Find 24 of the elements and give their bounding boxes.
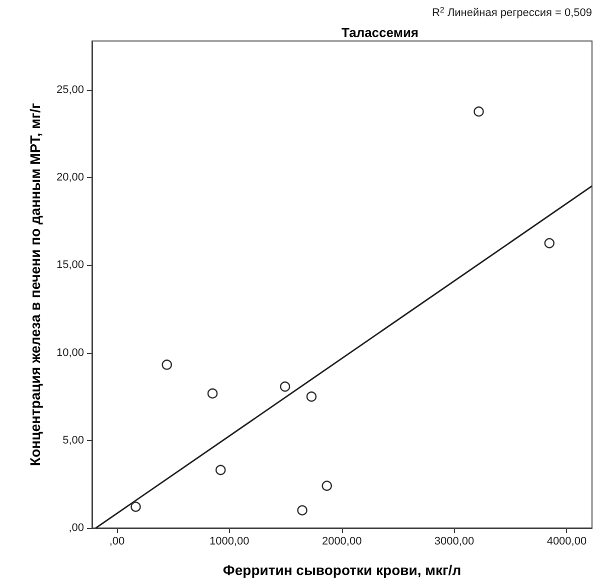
y-tick-label: ,00	[68, 522, 84, 534]
y-tick-label: 20,00	[56, 172, 84, 184]
y-tick-label: 25,00	[56, 84, 84, 96]
chart-title: Талассемия	[341, 25, 419, 40]
point	[130, 502, 141, 512]
x-tick-label: 3000,00	[434, 536, 474, 548]
point	[280, 381, 290, 392]
x-tick-label: 2000,00	[322, 536, 362, 548]
y-tick-label: 10,00	[56, 346, 84, 359]
x-tick-label: 1000,00	[210, 536, 250, 548]
y-axis-title: Концентрация железа в печени по данным МРТ, мг/г	[27, 102, 43, 466]
y-tick-label: 15,00	[56, 259, 84, 272]
point	[306, 391, 317, 402]
point	[474, 106, 484, 117]
point	[215, 464, 226, 476]
x-axis-title: Ферритин сыворотки крови, мкг/л	[222, 562, 462, 578]
x-tick-label: 4000,00	[546, 536, 587, 548]
point	[297, 505, 308, 516]
point	[544, 238, 555, 248]
y-tick-label: 5,00	[62, 434, 84, 446]
point	[207, 388, 218, 399]
x-tick-label: ,00	[109, 536, 125, 548]
point	[162, 360, 172, 370]
point	[322, 480, 332, 491]
